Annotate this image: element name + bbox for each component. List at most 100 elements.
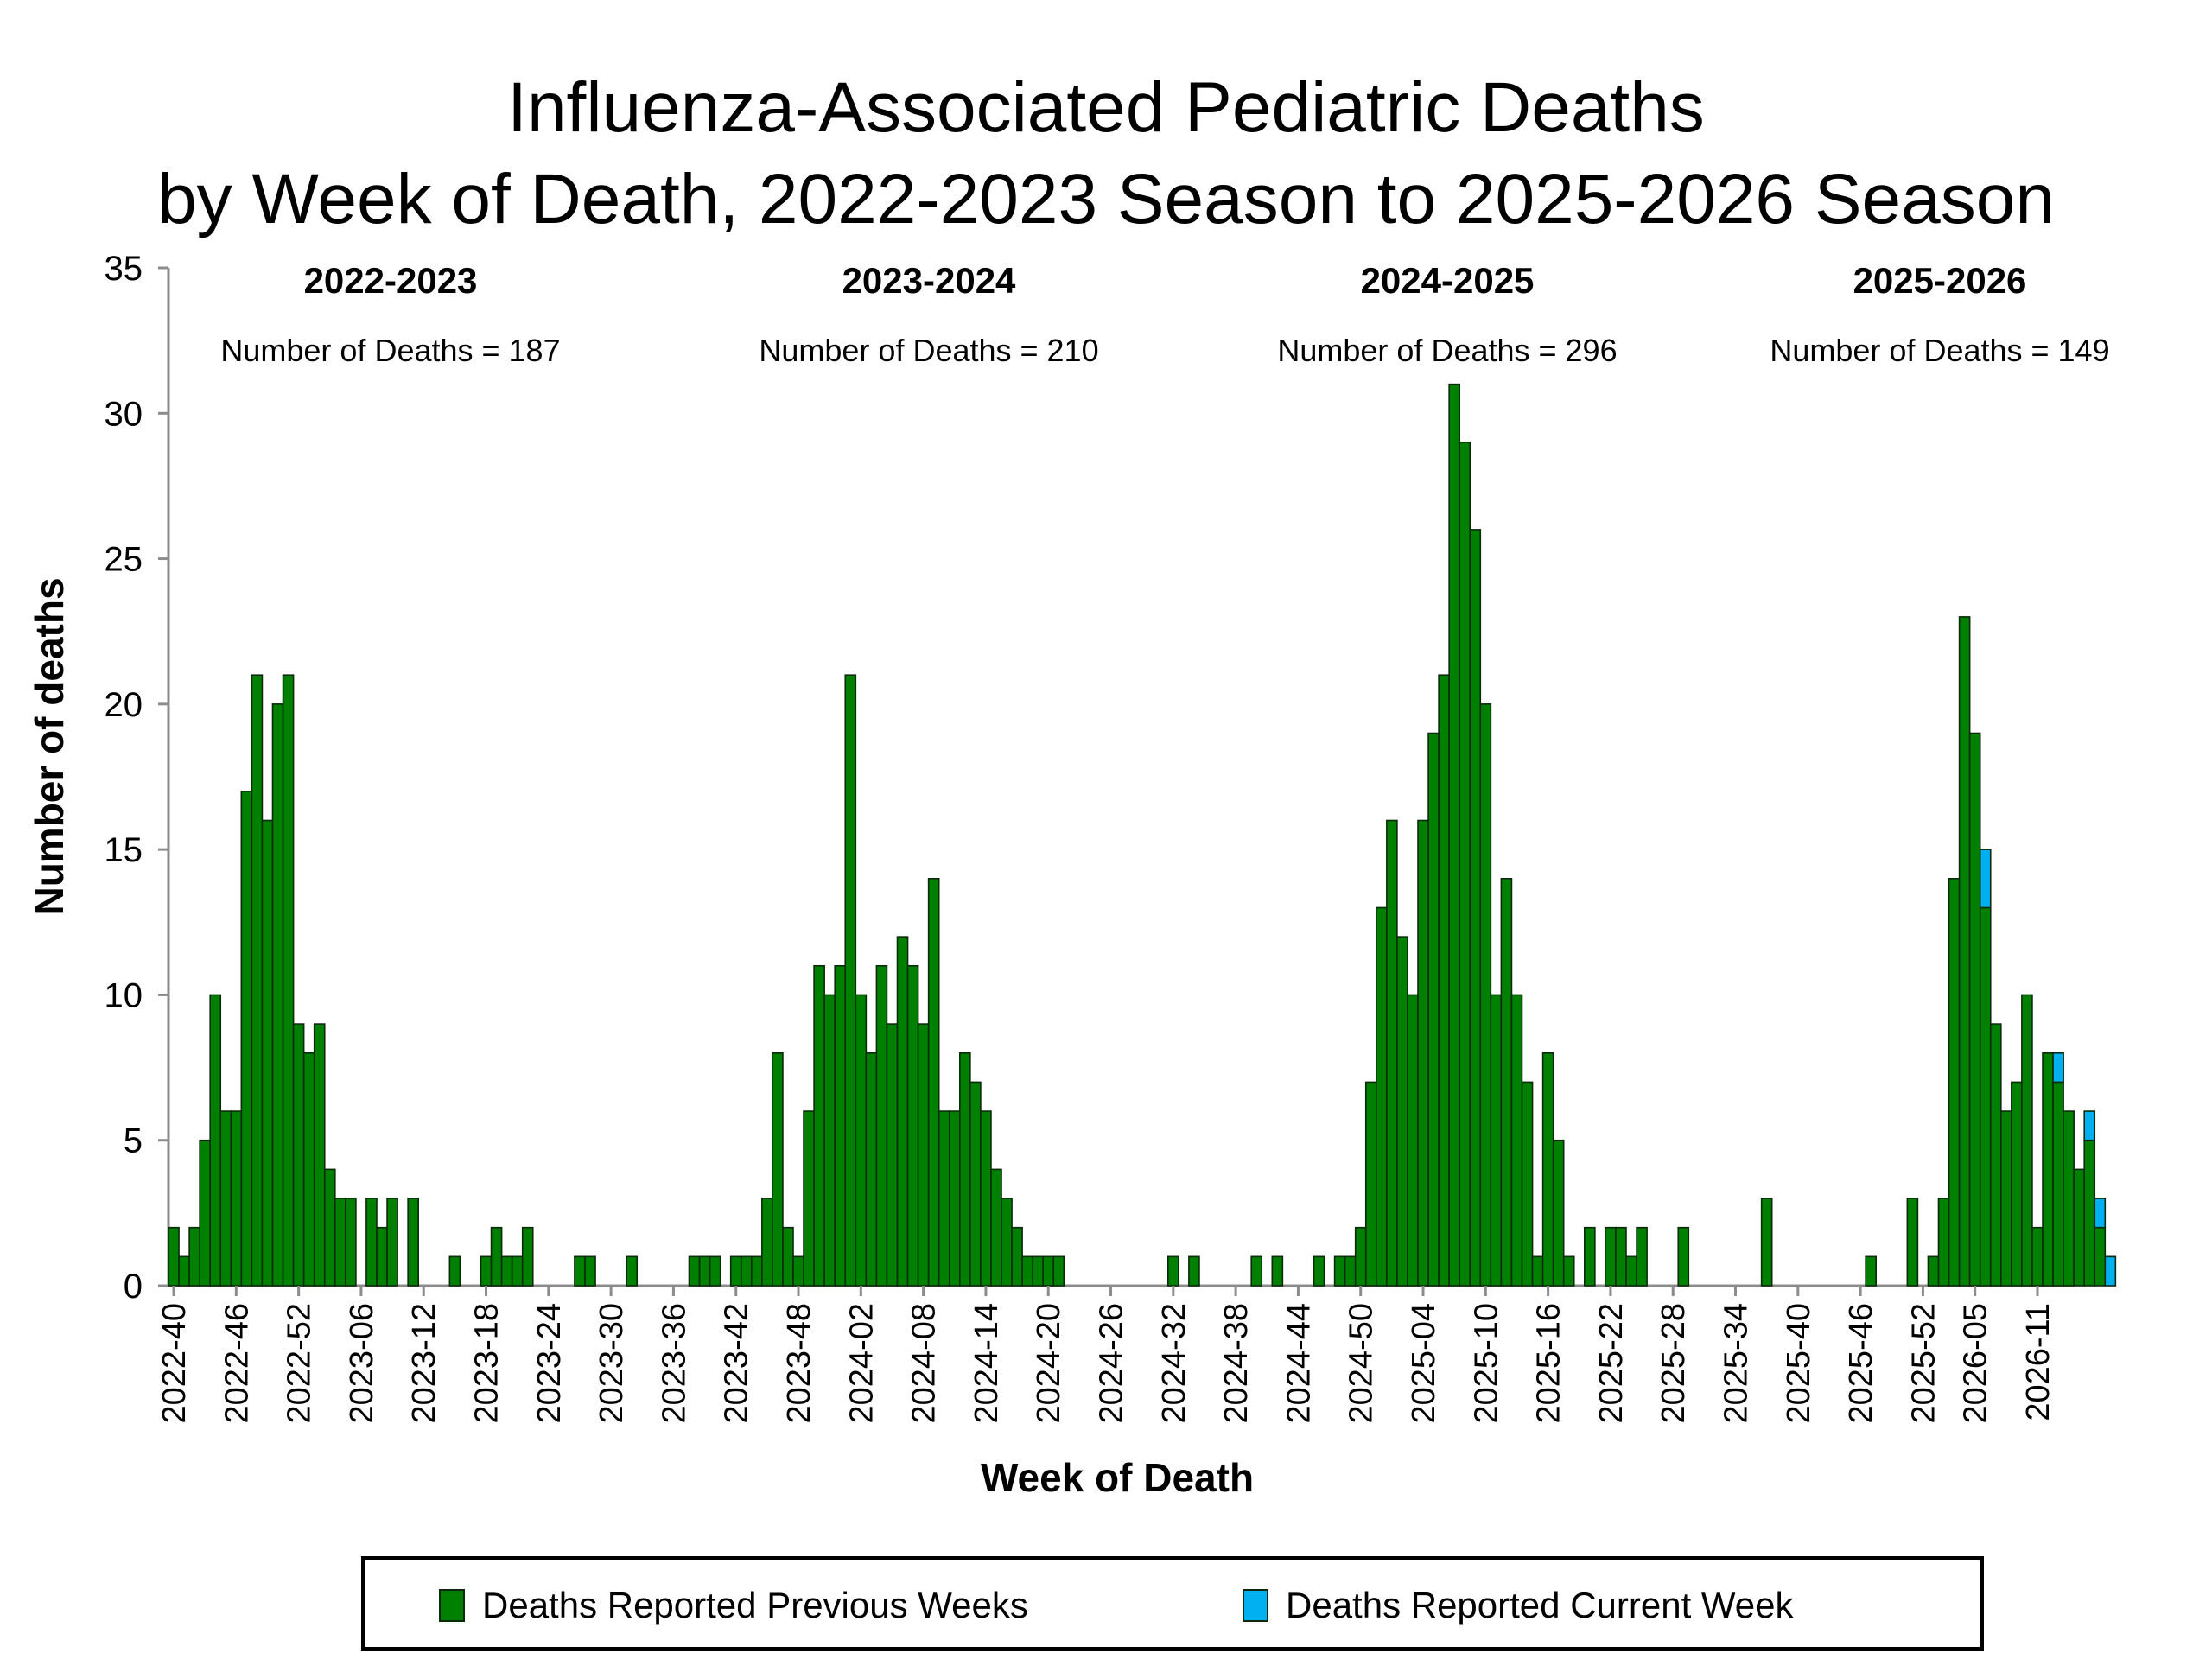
bar-previous bbox=[2011, 1081, 2023, 1287]
legend: Deaths Reported Previous Weeks Deaths Re… bbox=[361, 1556, 1984, 1651]
bar-chart: 0 5 10 15 20 25 30 35 2022-40 2022-46 2022-52 2023-… bbox=[27, 250, 2117, 1500]
legend-swatch-previous bbox=[439, 1589, 465, 1622]
bar-previous bbox=[1490, 994, 1503, 1287]
x-tick-label: 2023-42 bbox=[719, 1303, 755, 1423]
bar-previous bbox=[302, 1052, 315, 1287]
bar-previous bbox=[792, 1255, 804, 1287]
x-tick-label: 2023-24 bbox=[531, 1303, 568, 1423]
bar-previous bbox=[844, 674, 857, 1287]
bar-previous bbox=[1615, 1226, 1627, 1287]
bar-previous bbox=[2063, 1110, 2075, 1287]
x-tick-label: 2025-46 bbox=[1843, 1303, 1879, 1423]
bar-previous bbox=[334, 1198, 346, 1287]
x-tick-label: 2022-40 bbox=[156, 1303, 193, 1423]
x-tick-label: 2024-20 bbox=[1031, 1303, 1067, 1423]
bar-previous bbox=[345, 1198, 357, 1287]
bar-previous bbox=[480, 1255, 493, 1287]
x-tick-label: 2023-12 bbox=[406, 1303, 442, 1423]
bar-previous bbox=[1552, 1139, 1565, 1287]
bar-previous bbox=[813, 964, 825, 1287]
x-tick-label: 2025-52 bbox=[1905, 1303, 1942, 1423]
y-axis-title: Number of deaths bbox=[27, 577, 72, 915]
bar-previous bbox=[1500, 877, 1513, 1287]
bar-previous bbox=[626, 1255, 639, 1287]
x-axis-title: Week of Death bbox=[981, 1455, 1254, 1500]
bar-previous bbox=[917, 1023, 930, 1287]
bar-current bbox=[2094, 1198, 2107, 1229]
bar-previous bbox=[855, 994, 868, 1287]
x-tick-label: 2022-46 bbox=[219, 1303, 255, 1423]
bar-previous bbox=[750, 1255, 763, 1287]
bar-current bbox=[2052, 1052, 2064, 1084]
bar-previous bbox=[323, 1168, 336, 1287]
y-tick-label: 35 bbox=[105, 250, 143, 288]
bar-previous bbox=[1271, 1255, 1284, 1287]
bar-previous bbox=[219, 1110, 232, 1287]
bar-previous bbox=[969, 1081, 982, 1287]
x-tick-label: 2024-02 bbox=[843, 1303, 880, 1423]
bar-previous bbox=[740, 1255, 753, 1287]
bar-previous bbox=[1968, 732, 1981, 1287]
bar-previous bbox=[178, 1255, 190, 1287]
bar-previous bbox=[729, 1255, 742, 1287]
x-tick-label: 2024-38 bbox=[1218, 1303, 1255, 1423]
bar-previous bbox=[1313, 1255, 1325, 1287]
bar-previous bbox=[886, 1023, 899, 1287]
bar-previous bbox=[2073, 1168, 2085, 1287]
bar-previous bbox=[938, 1110, 950, 1287]
bar-previous bbox=[230, 1110, 243, 1287]
season-label: 2024-2025 bbox=[1361, 260, 1535, 301]
bar-previous bbox=[980, 1110, 992, 1287]
bar-previous bbox=[1865, 1255, 1877, 1287]
bar-previous bbox=[282, 674, 295, 1287]
bar-previous bbox=[875, 964, 888, 1287]
chart-title-line-1: Influenza-Associated Pediatric Deaths bbox=[507, 68, 1705, 147]
bar-previous bbox=[521, 1226, 534, 1287]
bar-current bbox=[1979, 849, 1992, 909]
bar-previous bbox=[823, 994, 836, 1287]
bar-previous bbox=[1479, 703, 1492, 1287]
bar-previous bbox=[1344, 1255, 1357, 1287]
bar-previous bbox=[500, 1255, 513, 1287]
bar-current bbox=[2104, 1255, 2117, 1287]
bar-previous bbox=[1021, 1255, 1033, 1287]
bar-previous bbox=[1250, 1255, 1263, 1287]
bar-previous bbox=[584, 1255, 596, 1287]
bar-previous bbox=[1376, 906, 1388, 1287]
x-tick-label: 2024-14 bbox=[969, 1303, 1005, 1423]
legend-item-current: Deaths Reported Current Week bbox=[1243, 1585, 1794, 1625]
chart-title: Influenza-Associated Pediatric Deaths by… bbox=[0, 62, 2212, 245]
bar-previous bbox=[1958, 616, 1971, 1287]
bar-previous bbox=[2083, 1139, 2096, 1287]
bar-previous bbox=[1052, 1255, 1065, 1287]
bar-previous bbox=[511, 1255, 524, 1287]
bar-previous bbox=[948, 1110, 961, 1287]
bar-previous bbox=[1407, 994, 1419, 1287]
bar-previous bbox=[1584, 1226, 1596, 1287]
season-deaths-count: Number of Deaths = 149 bbox=[1770, 333, 2109, 368]
bar-previous bbox=[1427, 732, 1440, 1287]
bar-previous bbox=[386, 1198, 398, 1287]
bar-previous bbox=[1541, 1052, 1554, 1287]
bar-previous bbox=[1459, 442, 1471, 1287]
bar-previous bbox=[271, 703, 284, 1287]
bar-previous bbox=[188, 1226, 200, 1287]
bar-previous bbox=[1531, 1255, 1544, 1287]
bar-previous bbox=[865, 1052, 878, 1287]
bar-previous bbox=[927, 877, 940, 1287]
bar-previous bbox=[2042, 1052, 2054, 1287]
bar-previous bbox=[448, 1255, 461, 1287]
bar-previous bbox=[1188, 1255, 1200, 1287]
bar-previous bbox=[1677, 1226, 1690, 1287]
bar-previous bbox=[1937, 1198, 1950, 1287]
bar-previous bbox=[709, 1255, 721, 1287]
bar-previous bbox=[2021, 994, 2033, 1287]
x-tick-label: 2023-18 bbox=[469, 1303, 505, 1423]
bar-previous bbox=[1469, 529, 1482, 1287]
y-tick-label: 5 bbox=[124, 1122, 143, 1160]
bar-previous bbox=[772, 1052, 784, 1287]
x-tick-label: 2025-10 bbox=[1468, 1303, 1504, 1423]
y-tick-label: 10 bbox=[105, 976, 143, 1014]
bar-previous bbox=[803, 1110, 815, 1287]
bar-previous bbox=[251, 674, 264, 1287]
